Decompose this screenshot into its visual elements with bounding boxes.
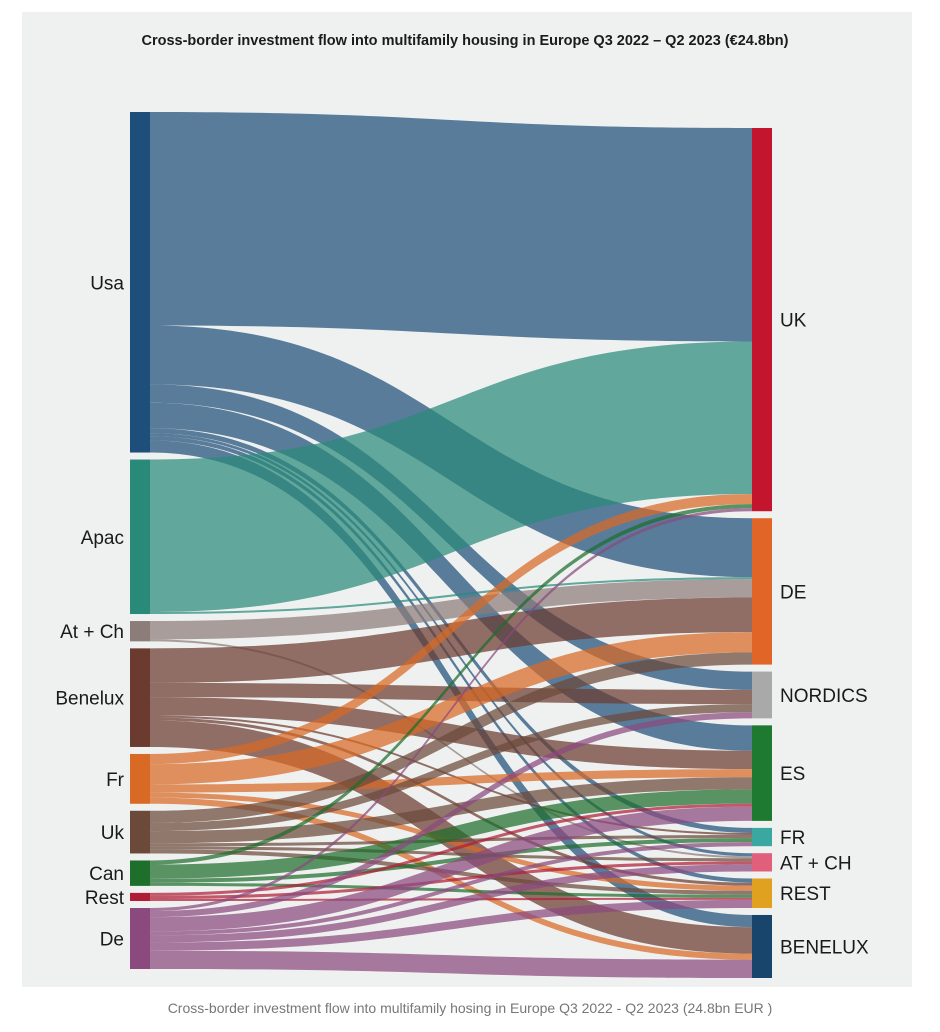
source-node-uk [130, 810, 150, 854]
flow-de-to-t_rest [150, 899, 752, 951]
target-label-t_uk: UK [780, 311, 807, 332]
source-label-benelux: Benelux [55, 689, 124, 710]
flow-benelux-to-t_fr [150, 715, 752, 836]
target-label-t_es: ES [780, 764, 805, 785]
source-label-de: De [100, 930, 124, 951]
source-node-fr [130, 753, 150, 804]
image-caption: Cross-border investment flow into multif… [167, 1000, 773, 1016]
target-node-t_de [752, 518, 772, 665]
target-label-t_fr: FR [780, 828, 805, 849]
flow-de-to-t_atch [150, 864, 752, 943]
flow-de-to-t_uk [150, 508, 752, 912]
source-node-de [130, 908, 150, 969]
node-labels: Usa Apac At + Ch Benelux Fr Uk Can Rest De UK DE NO… [55, 273, 869, 958]
target-node-t_benelux [752, 914, 772, 978]
target-label-t_nordics: NORDICS [780, 686, 868, 707]
flow-de-to-t_nordics [150, 712, 752, 918]
source-node-apac [130, 459, 150, 615]
flow-uk-to-t_nordics [150, 704, 752, 832]
flow-atch-to-t_de [150, 579, 752, 640]
flow-usa-to-t_uk [150, 112, 752, 342]
source-node-usa [130, 112, 150, 453]
source-label-atch: At + Ch [60, 622, 124, 643]
target-label-t_benelux: BENELUX [780, 937, 869, 958]
target-label-t_de: DE [780, 582, 806, 603]
target-node-t_rest [752, 878, 772, 908]
flow-rest-to-t_rest [150, 897, 752, 902]
flow-usa-to-t_es [150, 402, 752, 751]
source-node-rest [130, 892, 150, 902]
target-label-t_rest: REST [780, 884, 831, 905]
flow-can-to-t_es [150, 789, 752, 879]
source-label-can: Can [89, 864, 124, 885]
flow-can-to-t_fr [150, 838, 752, 883]
flow-uk-to-t_atch [150, 846, 752, 862]
flow-de-to-t_es [150, 806, 752, 932]
source-label-fr: Fr [106, 770, 125, 791]
source-node-can [130, 860, 150, 886]
flow-benelux-to-t_nordics [150, 682, 752, 705]
target-node-t_uk [752, 128, 772, 512]
flow-de-to-t_fr [150, 842, 752, 936]
nodes [130, 112, 772, 978]
flow-benelux-to-t_rest [150, 717, 752, 886]
source-node-benelux [130, 648, 150, 747]
source-label-usa: Usa [90, 273, 124, 294]
flow-fr-to-t_es [150, 769, 752, 793]
flow-benelux-to-t_de [150, 597, 752, 683]
flow-rest-to-t_es [150, 803, 752, 896]
flow-apac-to-t_uk [150, 341, 752, 613]
flow-rest-to-t_atch [150, 861, 752, 899]
flow-can-to-t_uk [150, 504, 752, 865]
target-label-t_atch: AT + CH [780, 853, 852, 874]
flow-uk-to-t_de [150, 652, 752, 823]
source-label-rest: Rest [85, 888, 125, 909]
flow-apac-to-t_de [150, 577, 752, 615]
flow-usa-to-t_rest [150, 436, 752, 883]
flow-links [150, 112, 752, 978]
target-node-t_fr [752, 827, 772, 847]
flow-de-to-t_benelux [150, 950, 752, 978]
flow-fr-to-t_uk [150, 493, 752, 765]
source-label-uk: Uk [101, 823, 125, 844]
target-node-t_nordics [752, 671, 772, 719]
flow-atch-to-t_atch [150, 639, 752, 859]
source-label-apac: Apac [81, 528, 124, 549]
chart-title: Cross-border investment flow into multif… [141, 33, 788, 49]
target-node-t_atch [752, 853, 772, 872]
target-node-t_es [752, 725, 772, 821]
source-node-atch [130, 621, 150, 642]
